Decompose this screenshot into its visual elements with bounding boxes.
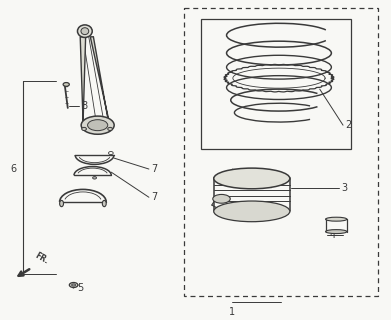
Bar: [201, 19, 351, 149]
Ellipse shape: [72, 284, 75, 286]
Text: 7: 7: [151, 192, 157, 202]
Bar: [184, 8, 378, 296]
Text: 7: 7: [151, 164, 157, 174]
Ellipse shape: [81, 28, 89, 35]
Text: 1: 1: [229, 307, 235, 317]
Ellipse shape: [214, 201, 290, 222]
Text: 5: 5: [77, 283, 83, 293]
Text: FR.: FR.: [34, 251, 50, 266]
Ellipse shape: [63, 83, 69, 86]
Ellipse shape: [59, 200, 63, 207]
Text: 6: 6: [10, 164, 16, 174]
Ellipse shape: [108, 127, 113, 131]
Text: 2: 2: [345, 120, 351, 130]
Ellipse shape: [214, 168, 290, 189]
Ellipse shape: [69, 283, 78, 287]
Ellipse shape: [326, 217, 347, 221]
Text: 4: 4: [330, 230, 335, 240]
Ellipse shape: [88, 120, 108, 131]
Ellipse shape: [93, 177, 97, 179]
Text: 8: 8: [81, 101, 87, 111]
Ellipse shape: [82, 127, 86, 131]
Ellipse shape: [81, 116, 114, 134]
Ellipse shape: [77, 25, 92, 37]
Ellipse shape: [102, 200, 106, 207]
Polygon shape: [90, 37, 109, 127]
Ellipse shape: [326, 230, 347, 234]
Polygon shape: [80, 37, 86, 128]
Ellipse shape: [213, 195, 230, 203]
Text: 3: 3: [341, 183, 347, 193]
